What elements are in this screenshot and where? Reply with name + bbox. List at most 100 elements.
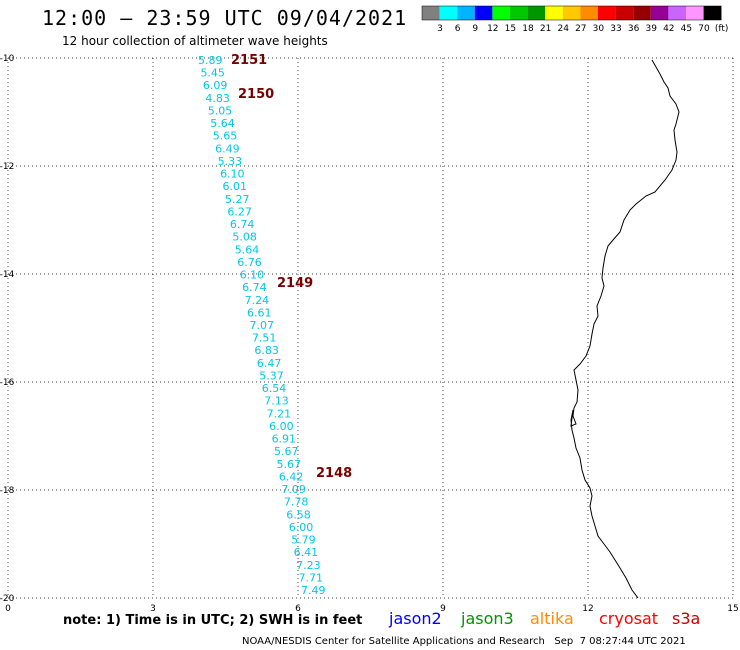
pass-time-label: 2148: [316, 466, 352, 481]
wave-height-value: 6.54: [262, 382, 287, 395]
lon-label: 15: [727, 604, 738, 614]
legend-tick-label: 45: [681, 24, 692, 34]
credit-line: NOAA/NESDIS Center for Satellite Applica…: [242, 636, 686, 647]
lon-label: 9: [440, 604, 446, 614]
pass-time-labels: 2151 2150 2149 2148: [231, 53, 352, 481]
wave-height-value: 6.42: [279, 470, 304, 483]
wave-height-value: 5.67: [276, 458, 301, 471]
legend-tick-label: 6: [455, 24, 461, 34]
wave-height-value: 7.23: [296, 559, 321, 572]
wave-height-value: 7.78: [284, 496, 309, 509]
pass-time-label: 2151: [231, 53, 267, 68]
legend-altika: altika: [530, 609, 574, 628]
legend-tick-label: 18: [522, 24, 534, 34]
legend-swatch: [633, 6, 651, 20]
wave-height-value: 6.27: [227, 205, 252, 218]
legend-swatch: [457, 6, 475, 20]
wave-height-value: 6.61: [247, 306, 271, 319]
legend-tick-label: 27: [575, 24, 586, 34]
wave-height-value: 6.76: [237, 256, 262, 269]
wave-height-value: 6.83: [254, 344, 279, 357]
legend-swatch: [580, 6, 598, 20]
legend-swatch: [510, 6, 528, 20]
lat-label: -16: [0, 378, 15, 388]
wave-height-value: 6.09: [203, 79, 228, 92]
wave-height-value: 6.91: [272, 433, 297, 446]
wave-height-value: 5.79: [291, 534, 316, 547]
legend-cryosat: cryosat: [599, 609, 659, 628]
wave-height-value: 5.65: [213, 130, 238, 143]
wave-height-value: 5.89: [198, 54, 223, 67]
wave-height-value: 5.67: [274, 445, 299, 458]
legend-swatch: [545, 6, 563, 20]
wave-height-value: 6.10: [220, 168, 245, 181]
legend-swatch: [527, 6, 546, 20]
lat-label: -12: [0, 162, 14, 172]
lon-label: 12: [582, 604, 593, 614]
wave-height-value: 6.47: [257, 357, 282, 370]
pass-time-label: 2150: [238, 87, 274, 102]
wave-height-value: 6.49: [215, 142, 240, 155]
wave-height-value: 6.74: [230, 218, 255, 231]
wave-height-value: 5.27: [225, 193, 250, 206]
map-title: 12:00 — 23:59 UTC 09/04/2021: [42, 6, 408, 30]
lon-label: 3: [150, 604, 156, 614]
wave-height-value: 7.51: [252, 332, 277, 345]
legend-swatch: [650, 6, 669, 20]
wave-height-value: 6.00: [269, 420, 294, 433]
legend-tick-label: 15: [505, 24, 516, 34]
legend-tick-label: 33: [610, 24, 621, 34]
legend-jason2: jason2: [389, 609, 442, 628]
wave-height-value: 6.74: [242, 281, 267, 294]
legend-tick-label: (ft): [715, 24, 729, 34]
legend-swatch: [439, 6, 458, 20]
legend-swatch: [598, 6, 616, 20]
legend-tick-label: 21: [540, 24, 551, 34]
map-grid: -10 -12 -14 -16 -18 -200 3 6 9 12 15: [0, 54, 739, 614]
legend-swatch: [492, 6, 510, 20]
wave-height-value: 7.24: [245, 294, 270, 307]
wave-height-value: 7.13: [264, 395, 289, 408]
legend-frame: [421, 5, 722, 21]
legend-tick-label: 3: [437, 24, 443, 34]
footnote: note: 1) Time is in UTC; 2) SWH is in fe…: [63, 613, 363, 628]
legend-tick-label: 39: [645, 24, 657, 34]
legend-swatch: [562, 6, 581, 20]
wave-height-value: 4.83: [205, 92, 230, 105]
legend-tick-label: 42: [663, 24, 674, 34]
wave-height-value: 6.01: [223, 180, 248, 193]
legend-tick-label: 70: [698, 24, 710, 34]
legend-swatch: [422, 6, 440, 20]
lat-label: -10: [0, 54, 15, 64]
wave-height-value: 6.00: [289, 521, 314, 534]
wave-height-value: 5.33: [218, 155, 243, 168]
wave-height-track: 5.895.456.094.835.055.645.656.495.336.10…: [198, 54, 326, 597]
lat-label: -20: [0, 594, 15, 604]
legend-tick-label: 9: [472, 24, 478, 34]
wave-height-value: 5.05: [208, 104, 233, 117]
legend-jason3: jason3: [461, 609, 514, 628]
wave-height-value: 7.21: [267, 407, 292, 420]
wave-height-value: 6.41: [294, 546, 319, 559]
wave-height-value: 5.64: [235, 243, 259, 256]
wave-height-value: 7.71: [299, 571, 324, 584]
pass-time-label: 2149: [277, 276, 313, 291]
lat-label: -14: [0, 270, 15, 280]
wave-height-value: 6.58: [286, 508, 311, 521]
map-subtitle: 12 hour collection of altimeter wave hei…: [62, 34, 328, 48]
legend-tick-label: 30: [593, 24, 605, 34]
legend-tick-label: 24: [557, 24, 569, 34]
wave-height-value: 7.07: [250, 319, 275, 332]
legend-tick-label: 12: [487, 24, 498, 34]
color-legend: 3 6 9 12 15 18 21 24 27 30 33 36 39 42 45 70 (ft): [421, 5, 729, 34]
wave-height-value: 5.37: [259, 369, 284, 382]
wave-height-value: 5.64: [210, 117, 235, 130]
wave-height-value: 6.10: [240, 269, 265, 282]
legend-swatch: [615, 6, 634, 20]
legend-swatch: [668, 6, 686, 20]
lon-label: 6: [295, 604, 301, 614]
legend-swatch: [686, 6, 704, 20]
legend-s3a: s3a: [672, 609, 701, 628]
legend-tick-label: 36: [628, 24, 640, 34]
